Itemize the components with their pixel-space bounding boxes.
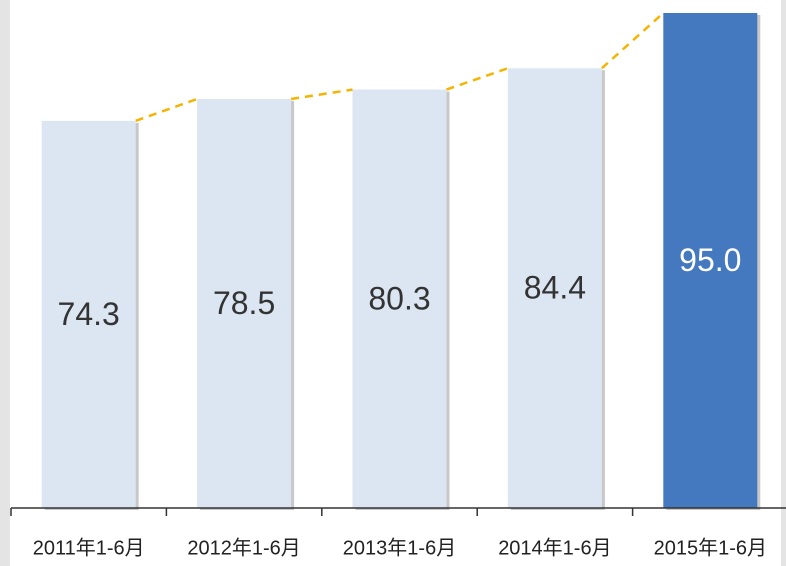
trend-segment [290, 88, 353, 101]
trend-segment [446, 67, 509, 91]
x-tick-label: 2015年1-6月 [654, 536, 767, 559]
value-label: 78.5 [213, 285, 275, 321]
trend-segment [601, 12, 665, 70]
bar [197, 98, 292, 508]
value-label: 84.4 [524, 270, 586, 306]
bar [663, 13, 758, 508]
bar [507, 68, 602, 509]
bar [352, 89, 447, 509]
x-tick-label: 2013年1-6月 [343, 536, 456, 559]
value-label: 74.3 [58, 296, 120, 332]
right-border [781, 0, 786, 566]
x-tick-label: 2011年1-6月 [33, 536, 145, 559]
bar [41, 120, 136, 508]
value-label: 80.3 [368, 280, 430, 316]
value-label: 95.0 [679, 242, 741, 278]
trend-segment [135, 97, 198, 123]
left-border [0, 0, 10, 566]
x-tick-label: 2012年1-6月 [187, 536, 300, 559]
x-tick-label: 2014年1-6月 [498, 536, 611, 559]
